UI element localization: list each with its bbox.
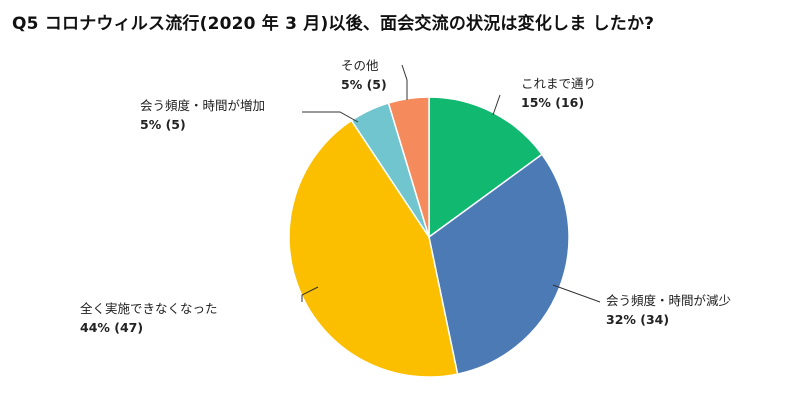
slice-value-label: 5% (5): [341, 77, 387, 92]
slice-value-label: 5% (5): [140, 117, 186, 132]
slice-label: 会う頻度・時間が減少: [606, 293, 731, 308]
pie-slice: [288, 119, 459, 378]
pie-slice: [428, 96, 544, 239]
leader-line: [552, 284, 601, 303]
slice-label: その他: [341, 58, 379, 73]
leader-line: [401, 64, 408, 100]
slice-value-label: 15% (16): [521, 95, 584, 110]
slice-label: 全く実施できなくなった: [80, 301, 218, 316]
leader-line: [301, 286, 319, 302]
slice-value-label: 44% (47): [80, 320, 143, 335]
leader-line: [492, 94, 501, 116]
leader-line: [302, 111, 359, 123]
slice-label: 会う頻度・時間が増加: [140, 98, 265, 113]
slice-value-label: 32% (34): [606, 312, 669, 327]
slice-label: これまで通り: [521, 76, 596, 91]
pie-slice: [387, 96, 430, 238]
chart-title: Q5 コロナウィルス流行(2020 年 3 月)以後、面会交流の状況は変化しま …: [12, 14, 655, 34]
